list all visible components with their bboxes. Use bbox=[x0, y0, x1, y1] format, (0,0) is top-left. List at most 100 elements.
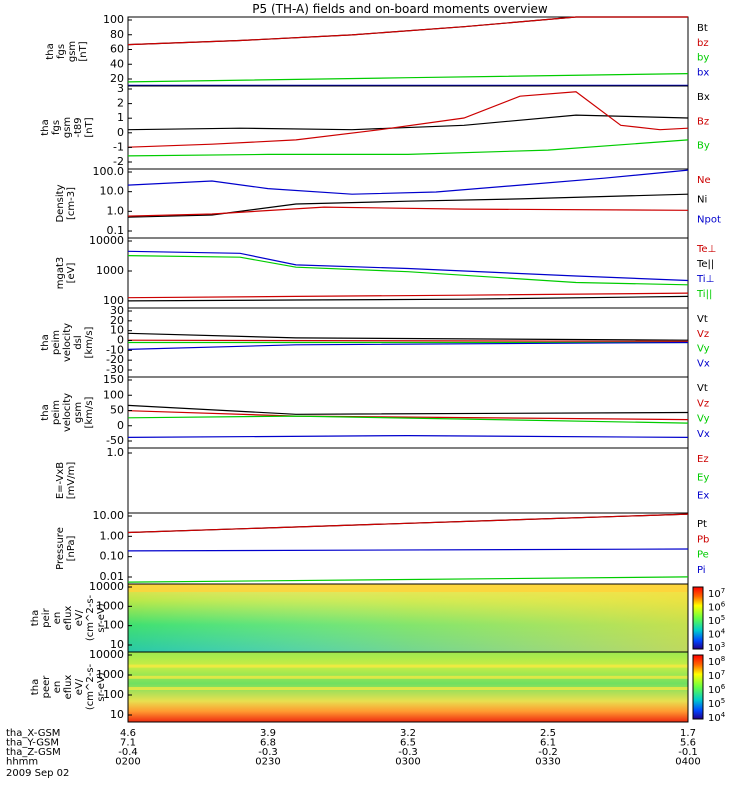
footer-label: tha_Z-GSM bbox=[6, 747, 61, 758]
series-line-Vy bbox=[127, 415, 689, 424]
footer-value: -0.3 bbox=[398, 747, 418, 758]
colorbar-tick: 107 bbox=[708, 587, 725, 600]
legend-Vt: Vt bbox=[697, 314, 708, 325]
orbit-footer: tha_X-GSM 4.6 3.9 3.2 2.5 1.7 tha_Y-GSM 7.1 6.8 6… bbox=[6, 728, 701, 768]
yaxis-label: mgat3[eV] bbox=[55, 257, 77, 290]
legend-Vx: Vx bbox=[697, 429, 710, 440]
series-line-Ti⊥ bbox=[127, 250, 689, 282]
yaxis-label-line: tha bbox=[40, 119, 51, 135]
ytick-label: 20 bbox=[110, 72, 124, 85]
footer-value: 4.6 bbox=[120, 728, 136, 739]
series-line-Te|| bbox=[127, 295, 689, 302]
yaxis-label-line: velocity bbox=[62, 323, 73, 362]
yaxis-label-line: eV/ bbox=[74, 609, 85, 626]
yaxis-label-line: tha bbox=[40, 404, 51, 420]
yaxis-label: thapeimvelocitygsm[km/s] bbox=[40, 393, 95, 432]
yaxis-label-line: peim bbox=[51, 400, 62, 425]
footer-value: -0.3 bbox=[258, 747, 278, 758]
yaxis-label: Pressure[nPa] bbox=[55, 527, 77, 570]
colorbar-rect bbox=[692, 586, 704, 650]
yaxis-label: E=-VxB[mV/m] bbox=[55, 462, 77, 500]
legend-By: By bbox=[697, 141, 710, 152]
colorbar-tick-exp: 4 bbox=[721, 711, 726, 719]
footer-value: -0.1 bbox=[678, 747, 698, 758]
panel-6: 150 100 50 0 -50 thapeimvelocitygsm[km/s] Vt Vz… bbox=[40, 373, 710, 449]
yaxis-label-line: en bbox=[52, 612, 63, 625]
colorbar-tick-exp: 6 bbox=[721, 683, 726, 691]
ytick-label: 10 bbox=[110, 708, 124, 721]
legend-Ti||: Ti|| bbox=[696, 289, 712, 300]
yaxis-label: Density[cm-3] bbox=[55, 184, 77, 222]
yaxis-label-line: [nT] bbox=[84, 117, 95, 137]
ytick-label: 1.00 bbox=[100, 529, 125, 542]
legend-Bx: Bx bbox=[697, 92, 710, 103]
series-line-Ne bbox=[127, 206, 689, 217]
yaxis-label: thafgsgsm-t89[nT] bbox=[40, 117, 95, 138]
ytick-label: 10.00 bbox=[93, 509, 125, 522]
yaxis-label-line: tha bbox=[45, 43, 56, 59]
panel-7: 1.0 E=-VxB[mV/m] Ez Ey Ex bbox=[55, 446, 709, 514]
colorbar-tick: 106 bbox=[708, 683, 726, 696]
series-line-bz bbox=[127, 16, 688, 46]
panel-frame bbox=[127, 168, 689, 239]
legend-Vy: Vy bbox=[697, 344, 710, 355]
colorbar-tick-exp: 6 bbox=[721, 601, 726, 609]
ytick-label: 10000 bbox=[89, 234, 124, 247]
yaxis-label-line: mgat3 bbox=[55, 257, 66, 290]
footer-value: 1.7 bbox=[680, 728, 696, 739]
footer-value: 0400 bbox=[675, 757, 700, 768]
footer-value: 0300 bbox=[395, 757, 420, 768]
footer-value: -0.4 bbox=[118, 747, 138, 758]
yaxis-label-line: gsm bbox=[67, 41, 78, 62]
yaxis-label-line: (cm^2-s- bbox=[85, 663, 96, 710]
footer-value: 2.5 bbox=[540, 728, 556, 739]
ytick-label: 1.0 bbox=[107, 204, 125, 217]
footer-value: 6.8 bbox=[260, 738, 276, 749]
yaxis-label-line: fgs bbox=[51, 120, 62, 135]
colorbar-tick: 105 bbox=[708, 614, 725, 627]
ytick-label: 2 bbox=[117, 97, 124, 110]
series-line-Bx bbox=[127, 114, 689, 131]
legend-Pb: Pb bbox=[697, 534, 709, 545]
legend-Bz: Bz bbox=[697, 116, 709, 127]
colorbar-tick-exp: 7 bbox=[721, 587, 725, 595]
ytick-label: 10000 bbox=[89, 648, 124, 661]
series-line-Bz bbox=[127, 91, 689, 148]
ytick-label: 100 bbox=[103, 688, 124, 701]
yaxis-label-line: tha bbox=[30, 679, 41, 695]
ytick-label: 0.01 bbox=[100, 570, 125, 583]
spectrogram-overlay bbox=[128, 584, 688, 652]
chart-title: P5 (TH-A) fields and on-board moments ov… bbox=[252, 2, 548, 16]
ytick-label: -10 bbox=[106, 343, 124, 356]
ytick-label: 1.0 bbox=[107, 446, 125, 459]
footer-value: 0330 bbox=[535, 757, 560, 768]
yaxis-label-line: gsm bbox=[73, 402, 84, 423]
yaxis-label-line: Density bbox=[55, 184, 66, 222]
yaxis-label-line: fgs bbox=[56, 44, 67, 59]
legend-Ni: Ni bbox=[697, 195, 707, 206]
colorbar-rect bbox=[692, 654, 704, 720]
footer-label: hhmm bbox=[6, 757, 38, 768]
spectrogram-band bbox=[128, 584, 688, 592]
legend-Vy: Vy bbox=[697, 414, 710, 425]
footer-value: 3.2 bbox=[400, 728, 416, 739]
ytick-label: 100.0 bbox=[93, 165, 125, 178]
colorbar-tick-exp: 7 bbox=[721, 669, 725, 677]
colorbar-tick: 107 bbox=[708, 669, 725, 682]
footer-value: 3.9 bbox=[260, 728, 276, 739]
yaxis-label: thapeirenefluxeV/(cm^2-s-sr-eV) bbox=[30, 594, 107, 641]
panel-frame bbox=[127, 447, 689, 514]
ytick-label: 100 bbox=[103, 294, 124, 307]
legend-Ti⊥: Ti⊥ bbox=[696, 274, 714, 285]
ytick-label: 10 bbox=[110, 638, 124, 651]
footer-label: tha_Y-GSM bbox=[6, 738, 59, 749]
yaxis-label-line: [nT] bbox=[78, 41, 89, 61]
ytick-label: -20 bbox=[106, 353, 124, 366]
yaxis-label-line: (cm^2-s- bbox=[85, 594, 96, 641]
series-line-Pi bbox=[127, 548, 689, 552]
ytick-label: 3 bbox=[117, 82, 124, 95]
yaxis-label-line: tha bbox=[30, 610, 41, 626]
ytick-label: 60 bbox=[110, 43, 124, 56]
